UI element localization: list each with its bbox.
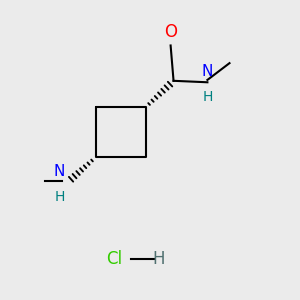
Text: H: H <box>153 250 165 268</box>
Text: N: N <box>53 164 64 179</box>
Text: N: N <box>202 64 213 79</box>
Text: Cl: Cl <box>106 250 123 268</box>
Text: O: O <box>164 23 177 41</box>
Text: H: H <box>54 190 64 204</box>
Text: H: H <box>202 90 213 104</box>
